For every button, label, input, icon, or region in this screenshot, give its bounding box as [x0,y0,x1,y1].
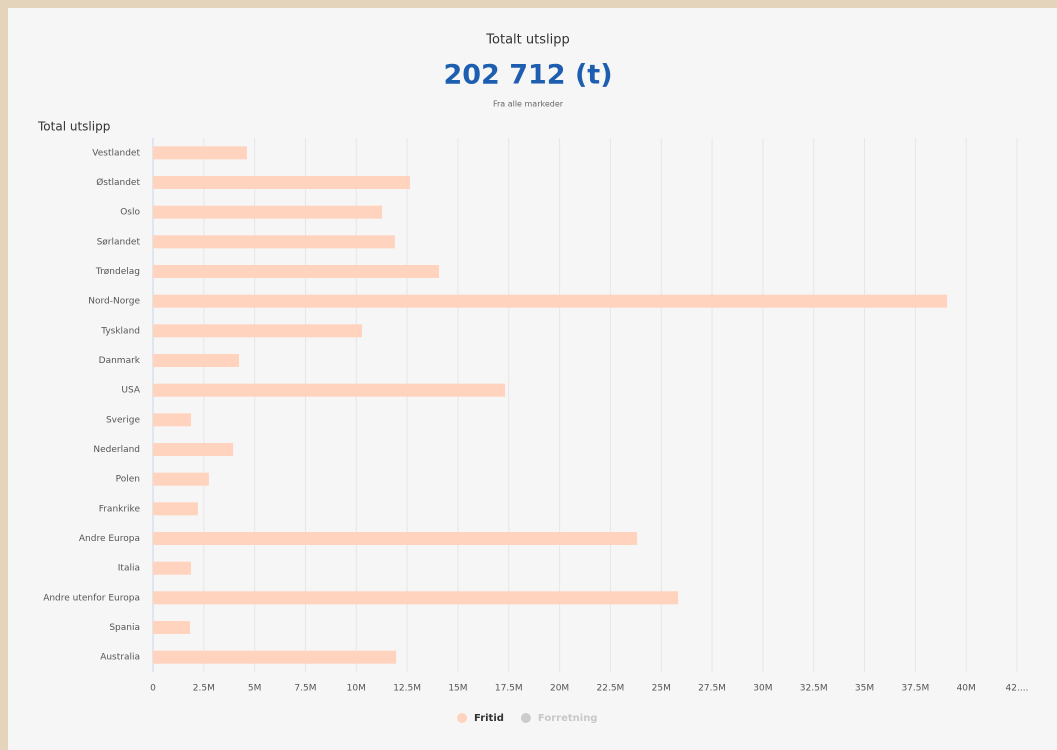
panel [8,8,1057,750]
y-tick-label: Nederland [93,445,140,455]
y-tick-label: Danmark [99,356,141,366]
x-tick-label: 30M [753,684,772,694]
x-tick-label: 10M [347,684,366,694]
y-tick-label: Frankrike [99,504,141,514]
bar [153,324,362,338]
x-tick-label: 17.5M [495,684,523,694]
x-tick-label: 2.5M [193,684,215,694]
bar [153,265,440,278]
bar [153,591,679,605]
y-tick-label: Nord-Norge [88,297,140,307]
y-tick-label: Australia [100,653,140,663]
bar [153,650,397,664]
bar [153,146,247,160]
bar [153,413,192,427]
panel-title: Totalt utslipp [485,33,569,48]
y-tick-label: Trøndelag [95,267,140,277]
x-tick-label: 22.5M [597,684,625,694]
x-tick-label: 27.5M [698,684,726,694]
legend-marker [457,713,467,723]
x-tick-label: 40M [957,684,976,694]
bar [153,294,948,308]
y-tick-label: Tyskland [100,326,140,336]
y-tick-label: Sørlandet [97,237,141,247]
x-tick-label: 25M [652,684,671,694]
bar [153,472,209,486]
bar [153,354,239,367]
y-tick-label: Spania [109,623,140,633]
y-tick-label: Andre Europa [79,534,140,544]
y-tick-label: Andre utenfor Europa [43,593,140,603]
y-tick-label: Sverige [106,415,140,425]
y-tick-label: Vestlandet [92,148,140,158]
bar [153,205,383,219]
y-tick-label: Italia [118,564,140,574]
bar [153,443,234,456]
x-tick-label: 5M [248,684,262,694]
bar [153,235,395,249]
subtitle: Fra alle markeder [493,100,564,109]
x-tick-label: 12.5M [393,684,421,694]
bar [153,532,638,545]
y-tick-label: Polen [116,475,140,485]
bar [153,621,190,634]
x-tick-label: 35M [855,684,874,694]
bar [153,561,192,575]
total-value: 202 712 (t) [443,60,612,91]
chart-title: Total utslipp [37,120,110,134]
x-tick-label: 7.5M [294,684,316,694]
x-tick-label: 20M [550,684,569,694]
legend-label: Forretning [538,713,598,724]
x-tick-label: 0 [150,684,156,694]
y-tick-label: USA [121,386,140,396]
y-tick-label: Østlandet [96,177,140,188]
bar [153,502,198,516]
bar [153,176,410,189]
x-tick-label: 42.... [1006,684,1029,694]
y-tick-label: Oslo [120,208,140,218]
x-tick-label: 15M [448,684,467,694]
x-tick-label: 32.5M [800,684,828,694]
bar [153,383,506,397]
legend-marker [520,713,531,723]
x-tick-label: 37.5M [901,684,929,694]
legend-label: Fritid [474,713,504,724]
